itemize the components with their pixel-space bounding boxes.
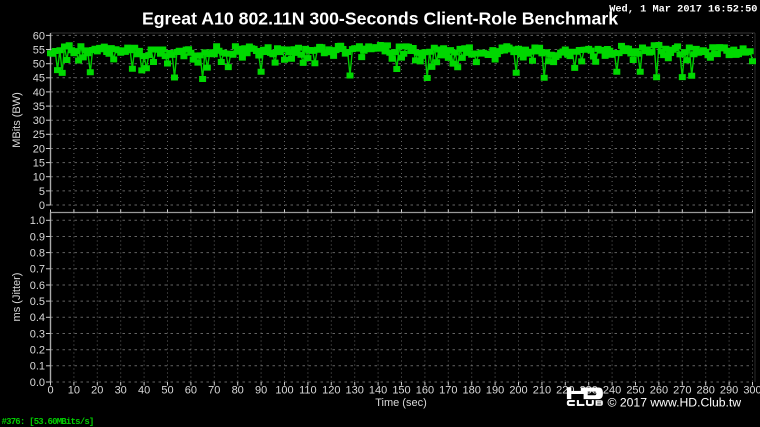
svg-text:0.5: 0.5: [30, 296, 45, 308]
svg-text:240: 240: [603, 385, 621, 397]
svg-text:110: 110: [299, 385, 317, 397]
svg-text:20: 20: [91, 385, 103, 397]
svg-text:MBits (BW): MBits (BW): [11, 92, 23, 148]
svg-text:140: 140: [369, 385, 387, 397]
svg-text:80: 80: [232, 385, 244, 397]
svg-text:30: 30: [115, 385, 127, 397]
svg-text:10: 10: [68, 385, 80, 397]
svg-text:200: 200: [509, 385, 527, 397]
svg-text:50: 50: [161, 385, 173, 397]
svg-text:0.0: 0.0: [30, 377, 45, 389]
svg-text:170: 170: [439, 385, 457, 397]
svg-text:210: 210: [533, 385, 551, 397]
svg-text:290: 290: [720, 385, 738, 397]
svg-text:150: 150: [392, 385, 410, 397]
svg-text:90: 90: [255, 385, 267, 397]
svg-text:250: 250: [626, 385, 644, 397]
svg-text:50: 50: [33, 59, 45, 71]
svg-text:0.1: 0.1: [30, 361, 45, 373]
svg-text:180: 180: [463, 385, 481, 397]
svg-text:220: 220: [556, 385, 574, 397]
svg-text:260: 260: [650, 385, 668, 397]
svg-text:280: 280: [697, 385, 715, 397]
svg-text:40: 40: [138, 385, 150, 397]
svg-text:ms (Jitter): ms (Jitter): [11, 273, 23, 322]
svg-text:0: 0: [39, 200, 45, 212]
svg-text:160: 160: [416, 385, 434, 397]
svg-text:0.9: 0.9: [30, 231, 45, 243]
svg-text:Time (sec): Time (sec): [375, 397, 427, 409]
svg-text:0.4: 0.4: [30, 312, 45, 324]
svg-text:35: 35: [33, 101, 45, 113]
svg-text:20: 20: [33, 143, 45, 155]
svg-text:10: 10: [33, 172, 45, 184]
svg-text:45: 45: [33, 73, 45, 85]
svg-text:30: 30: [33, 115, 45, 127]
svg-text:25: 25: [33, 129, 45, 141]
svg-text:270: 270: [673, 385, 691, 397]
svg-text:0.2: 0.2: [30, 345, 45, 357]
svg-text:5: 5: [39, 186, 45, 198]
svg-text:100: 100: [275, 385, 293, 397]
svg-text:130: 130: [346, 385, 364, 397]
svg-text:Wed, 1 Mar 2017 16:52:50: Wed, 1 Mar 2017 16:52:50: [609, 4, 757, 16]
svg-text:15: 15: [33, 158, 45, 170]
svg-text:190: 190: [486, 385, 504, 397]
svg-text:0.3: 0.3: [30, 328, 45, 340]
svg-text:120: 120: [322, 385, 340, 397]
svg-text:1.0: 1.0: [30, 215, 45, 227]
svg-text:#376: [53.60MBits/s]: #376: [53.60MBits/s]: [2, 417, 94, 427]
svg-text:40: 40: [33, 87, 45, 99]
svg-text:0: 0: [47, 385, 53, 397]
svg-text:0.6: 0.6: [30, 280, 45, 292]
svg-text:300: 300: [743, 385, 760, 397]
svg-text:0.8: 0.8: [30, 248, 45, 260]
svg-text:60: 60: [33, 30, 45, 42]
svg-text:© 2017 www.HD.Club.tw: © 2017 www.HD.Club.tw: [608, 396, 742, 410]
svg-text:Egreat A10 802.11N 300-Seconds: Egreat A10 802.11N 300-Seconds Client-Ro…: [142, 9, 618, 29]
svg-text:70: 70: [208, 385, 220, 397]
svg-text:55: 55: [33, 44, 45, 56]
svg-text:60: 60: [185, 385, 197, 397]
svg-text:0.7: 0.7: [30, 264, 45, 276]
